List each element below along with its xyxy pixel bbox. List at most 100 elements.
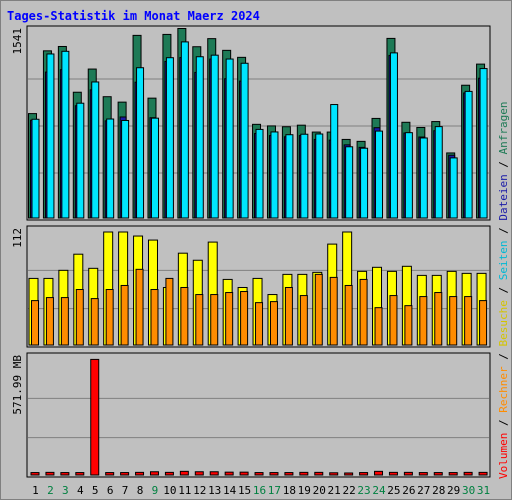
bar-volumen-day-17 xyxy=(269,472,279,476)
bar-volumen-day-24 xyxy=(374,470,384,476)
legend-dateien: Dateien xyxy=(497,174,510,220)
bar-volumen-day-23 xyxy=(359,472,369,476)
bar-seiten-day-19 xyxy=(300,133,309,219)
bar-volumen-day-27 xyxy=(418,472,428,476)
bar-rechner-day-6 xyxy=(105,289,114,346)
bar-volumen-day-4 xyxy=(75,472,85,476)
bar-volumen-day-28 xyxy=(433,472,443,476)
bar-seiten-day-13 xyxy=(210,54,219,219)
bar-rechner-day-13 xyxy=(210,294,219,346)
bar-rechner-day-18 xyxy=(284,286,293,346)
legend-besuche: Besuche xyxy=(497,300,510,346)
x-axis-day-label: 26 xyxy=(402,484,415,497)
bar-seiten-day-6 xyxy=(106,118,115,219)
bar-seiten-day-12 xyxy=(195,56,204,219)
bar-volumen-day-12 xyxy=(194,471,204,476)
bar-seiten-day-20 xyxy=(315,133,324,219)
x-axis-day-label: 21 xyxy=(328,484,341,497)
bar-rechner-day-26 xyxy=(404,305,413,346)
panel-frame-3 xyxy=(26,352,491,478)
x-axis-day-label: 25 xyxy=(387,484,400,497)
x-axis-day-label: 4 xyxy=(77,484,84,497)
bar-rechner-day-15 xyxy=(240,291,249,346)
bar-rechner-day-31 xyxy=(479,300,488,346)
bar-volumen-day-13 xyxy=(209,471,219,476)
bar-seiten-day-11 xyxy=(180,41,189,219)
legend-separator: / xyxy=(497,413,510,433)
bar-seiten-day-9 xyxy=(150,117,159,219)
bar-rechner-day-20 xyxy=(314,273,323,346)
x-axis-day-label: 20 xyxy=(313,484,326,497)
bar-volumen-day-14 xyxy=(224,471,234,476)
bar-rechner-day-27 xyxy=(419,296,428,346)
bar-seiten-day-2 xyxy=(46,53,55,219)
bar-rechner-day-16 xyxy=(255,302,264,346)
x-axis-day-label: 24 xyxy=(372,484,386,497)
bar-seiten-day-23 xyxy=(360,147,369,219)
bar-seiten-day-4 xyxy=(76,102,85,219)
bar-volumen-day-8 xyxy=(135,471,145,476)
bar-rechner-day-30 xyxy=(464,296,473,346)
y-axis-max-label-panel-1: 1541 xyxy=(11,28,24,55)
bar-volumen-day-9 xyxy=(149,471,159,476)
y-axis-max-label-panel-2: 112 xyxy=(11,228,24,248)
bar-rechner-day-14 xyxy=(225,292,234,346)
bar-volumen-day-29 xyxy=(448,472,458,476)
bar-rechner-day-8 xyxy=(135,268,144,346)
bar-seiten-day-26 xyxy=(404,132,413,219)
x-axis-day-label: 6 xyxy=(107,484,114,497)
bar-seiten-day-3 xyxy=(61,50,70,219)
x-axis-day-label: 14 xyxy=(223,484,237,497)
bar-volumen-day-25 xyxy=(388,471,398,476)
bar-rechner-day-28 xyxy=(434,292,443,346)
bar-seiten-day-22 xyxy=(345,146,354,219)
bar-seiten-day-10 xyxy=(165,57,174,219)
bar-seiten-day-15 xyxy=(240,62,249,219)
x-axis-day-label: 9 xyxy=(152,484,159,497)
legend-separator: / xyxy=(497,221,510,241)
bar-seiten-day-31 xyxy=(479,68,488,219)
bar-rechner-day-22 xyxy=(344,284,353,346)
bar-rechner-day-9 xyxy=(150,289,159,346)
bar-seiten-day-28 xyxy=(434,126,443,219)
bar-seiten-day-25 xyxy=(389,52,398,219)
bar-volumen-day-5 xyxy=(90,358,100,476)
x-axis-day-label: 3 xyxy=(62,484,69,497)
x-axis-day-label: 30 xyxy=(462,484,475,497)
bar-seiten-day-8 xyxy=(136,67,145,219)
bar-rechner-day-19 xyxy=(299,295,308,346)
bar-volumen-day-19 xyxy=(299,471,309,476)
bar-rechner-day-2 xyxy=(45,297,54,346)
bar-rechner-day-12 xyxy=(195,294,204,346)
bar-seiten-day-30 xyxy=(464,90,473,219)
x-axis-day-label: 11 xyxy=(178,484,191,497)
legend-rechner: Rechner xyxy=(497,366,510,413)
bar-volumen-day-18 xyxy=(284,472,294,476)
bar-rechner-day-29 xyxy=(449,296,458,346)
x-axis-day-label: 31 xyxy=(477,484,490,497)
x-axis-day-label: 15 xyxy=(238,484,251,497)
bar-seiten-day-14 xyxy=(225,58,234,219)
x-axis-day-label: 16 xyxy=(253,484,266,497)
x-axis-day-label: 22 xyxy=(342,484,355,497)
bar-volumen-day-7 xyxy=(120,472,130,476)
bar-rechner-day-4 xyxy=(75,289,84,346)
legend-volumen: Volumen xyxy=(497,433,510,479)
bar-volumen-day-15 xyxy=(239,471,249,476)
x-axis-day-label: 27 xyxy=(417,484,430,497)
bar-volumen-day-6 xyxy=(105,472,115,476)
bar-volumen-day-20 xyxy=(314,471,324,476)
bar-rechner-day-25 xyxy=(389,295,398,346)
bar-seiten-day-1 xyxy=(31,118,40,219)
bar-seiten-day-5 xyxy=(91,81,100,219)
bar-seiten-day-29 xyxy=(449,157,458,219)
x-axis-day-label: 2 xyxy=(47,484,54,497)
bar-volumen-day-3 xyxy=(60,472,70,476)
x-axis-day-label: 5 xyxy=(92,484,99,497)
x-axis-day-label: 7 xyxy=(122,484,129,497)
x-axis-day-label: 29 xyxy=(447,484,460,497)
page-title: Tages-Statistik im Monat Maerz 2024 xyxy=(7,9,260,23)
x-axis-day-label: 1 xyxy=(32,484,39,497)
